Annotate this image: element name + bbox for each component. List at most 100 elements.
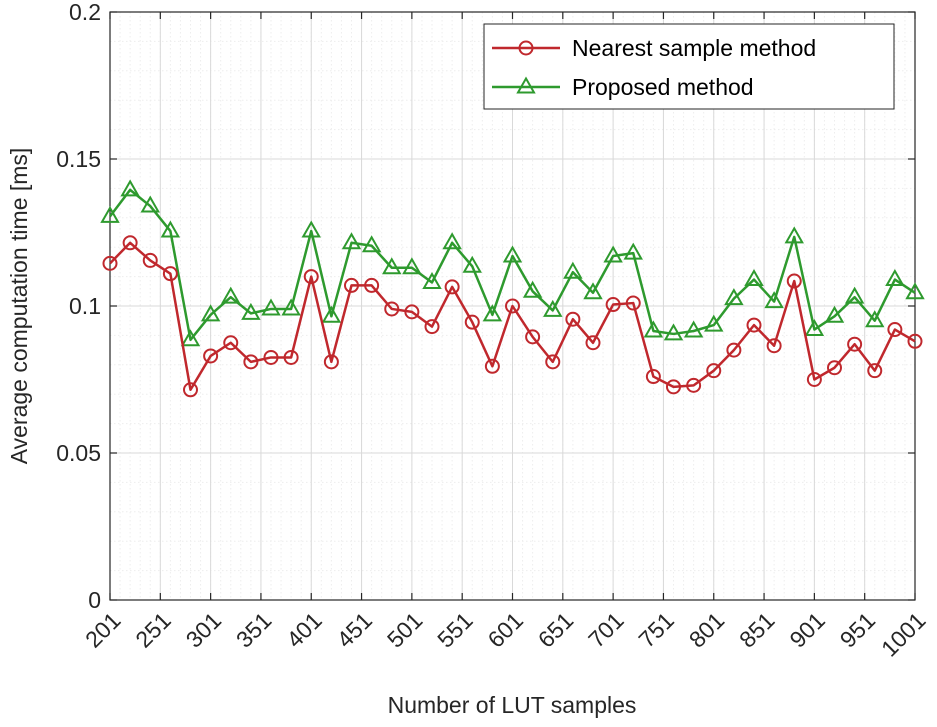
data-point	[585, 335, 601, 351]
data-point	[424, 319, 440, 335]
x-tick-label: 451	[332, 607, 378, 653]
y-axis-label: Average computation time [ms]	[6, 148, 32, 465]
x-tick-label: 851	[734, 607, 780, 653]
legend-label-proposed: Proposed method	[572, 74, 754, 100]
data-point	[301, 220, 321, 238]
data-point	[505, 298, 520, 314]
data-point	[686, 377, 702, 393]
y-tick-label: 0.2	[69, 0, 101, 25]
data-point	[484, 358, 500, 374]
data-point	[281, 298, 301, 316]
data-point	[706, 363, 722, 379]
x-tick-label: 501	[382, 607, 428, 653]
x-axis-ticks: 201 251 301 351 401 451 501 551 601 651 701 751 801 8…	[80, 12, 931, 662]
data-point	[382, 257, 402, 275]
data-point	[625, 295, 641, 311]
y-tick-label: 0.15	[56, 146, 101, 172]
x-tick-label: 901	[784, 607, 830, 653]
x-tick-label: 351	[231, 607, 277, 653]
data-point	[766, 338, 782, 354]
series-nearest-sample	[102, 235, 923, 398]
data-point	[907, 333, 923, 349]
data-point	[160, 220, 181, 238]
data-point	[683, 320, 704, 338]
data-point	[482, 304, 503, 322]
y-tick-label: 0.05	[56, 440, 101, 466]
data-point	[404, 304, 420, 320]
data-point	[384, 301, 400, 317]
data-point	[764, 291, 784, 309]
legend-box	[483, 23, 895, 110]
data-point	[645, 369, 661, 385]
data-point	[666, 379, 681, 395]
data-point	[263, 349, 279, 365]
series-proposed	[100, 179, 925, 347]
data-point	[261, 298, 281, 316]
data-point	[221, 286, 241, 304]
data-point	[223, 335, 239, 351]
data-point	[827, 360, 842, 376]
data-point	[847, 336, 863, 352]
x-tick-label: 601	[483, 607, 529, 653]
x-tick-label: 301	[181, 607, 227, 653]
data-point	[663, 323, 684, 341]
data-point	[885, 269, 905, 287]
series-line	[109, 241, 916, 392]
data-point	[341, 232, 362, 250]
data-point	[364, 277, 380, 293]
data-point	[303, 269, 319, 285]
series-line	[109, 188, 916, 342]
data-point	[203, 348, 219, 364]
data-point	[140, 195, 160, 213]
data-point	[865, 310, 885, 328]
data-point	[180, 329, 201, 347]
data-point	[120, 179, 140, 197]
data-point	[162, 266, 178, 282]
data-point	[887, 322, 903, 338]
data-point	[200, 304, 221, 322]
data-point	[804, 319, 825, 337]
data-point	[605, 297, 621, 313]
data-point	[444, 279, 460, 295]
data-point	[102, 255, 118, 271]
data-point	[462, 255, 482, 273]
data-point	[525, 329, 541, 345]
x-tick-label: 401	[281, 607, 327, 653]
x-tick-label: 651	[533, 607, 579, 653]
x-tick-label: 551	[432, 607, 478, 653]
data-point	[746, 317, 762, 333]
data-point	[583, 282, 603, 300]
x-tick-label: 751	[633, 607, 679, 653]
x-tick-label: 951	[835, 607, 881, 653]
data-point	[704, 314, 724, 332]
data-point	[543, 299, 563, 317]
data-point	[283, 349, 299, 365]
y-axis-ticks: 0 0.05 0.1 0.15 0.2	[56, 0, 915, 613]
data-point	[603, 245, 623, 263]
x-tick-label: 801	[684, 607, 730, 653]
data-point	[545, 354, 561, 370]
data-point	[623, 242, 643, 260]
data-point	[824, 305, 845, 323]
data-point	[502, 245, 523, 263]
data-point	[422, 271, 442, 289]
data-point	[323, 354, 339, 370]
data-point	[122, 235, 138, 251]
data-point	[100, 205, 120, 223]
x-tick-label: 701	[583, 607, 629, 653]
data-point	[724, 288, 744, 306]
data-point	[183, 382, 198, 398]
data-point	[905, 282, 925, 300]
data-point	[565, 311, 581, 327]
data-point	[361, 235, 382, 253]
legend-marker-nearest	[518, 40, 534, 56]
legend: Nearest sample method Proposed method	[483, 23, 895, 110]
data-point	[806, 372, 822, 387]
data-point	[563, 261, 583, 279]
x-axis-label: Number of LUT samples	[388, 692, 637, 718]
data-point	[243, 354, 259, 370]
data-point	[402, 257, 422, 275]
x-tick-label: 201	[80, 607, 126, 653]
data-point	[726, 342, 742, 358]
